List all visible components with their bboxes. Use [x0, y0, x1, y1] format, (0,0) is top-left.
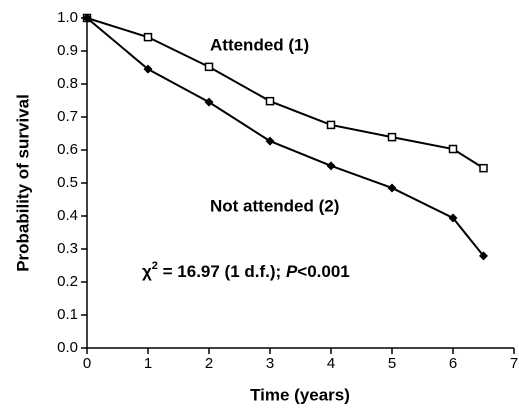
marker [479, 163, 488, 173]
y-tick-label: 0.3 [57, 240, 78, 257]
marker [448, 144, 458, 154]
x-tick-label: 0 [83, 355, 91, 372]
x-tick-label: 7 [510, 355, 518, 372]
y-tick-label: 0.4 [57, 207, 78, 224]
marker [265, 136, 275, 146]
x-tick-label: 2 [205, 355, 213, 372]
x-axis-title: Time (years) [250, 385, 350, 404]
y-tick-label: 0.1 [57, 306, 78, 323]
y-tick-label: 1.0 [57, 9, 78, 26]
marker [204, 97, 214, 107]
annotation-part: P [286, 262, 298, 281]
annotation-part: χ [142, 262, 152, 281]
x-tick-label: 3 [266, 355, 274, 372]
y-tick-label: 0.7 [57, 108, 78, 125]
x-tick-label: 1 [144, 355, 152, 372]
series-line [86, 17, 485, 169]
x-tick-label: 4 [327, 355, 335, 372]
marker [387, 183, 397, 193]
marker [448, 213, 458, 223]
annotation-part: 2 [152, 260, 158, 272]
series-line [86, 17, 485, 257]
y-tick-label: 0.9 [57, 42, 78, 59]
annotation-part: <0.001 [297, 262, 349, 281]
marker [326, 120, 336, 130]
marker [326, 161, 336, 171]
marker [143, 64, 153, 74]
annotation: χ2 = 16.97 (1 d.f.); P<0.001 [142, 260, 350, 282]
x-tick-label: 5 [388, 355, 396, 372]
marker [204, 62, 214, 72]
y-axis-title: Probability of survival [13, 94, 32, 272]
marker [82, 13, 92, 23]
marker [387, 132, 397, 142]
x-tick-label: 6 [449, 355, 457, 372]
marker [479, 251, 488, 261]
y-tick-label: 0.5 [57, 174, 78, 191]
series-label: Attended (1) [210, 35, 309, 54]
y-tick-label: 0.6 [57, 141, 78, 158]
annotation-part: = 16.97 (1 d.f.); [158, 262, 286, 281]
marker [143, 32, 153, 42]
y-tick-label: 0.2 [57, 273, 78, 290]
marker [265, 96, 275, 106]
y-tick-label: 0.0 [57, 339, 78, 356]
series-label: Not attended (2) [210, 196, 339, 215]
y-tick-label: 0.8 [57, 75, 78, 92]
